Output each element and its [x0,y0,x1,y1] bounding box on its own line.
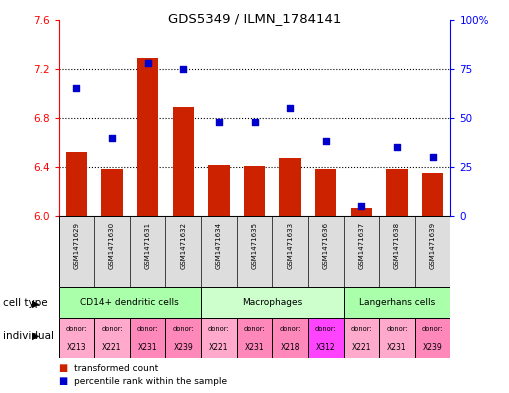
FancyBboxPatch shape [165,318,201,358]
Text: GSM1471629: GSM1471629 [73,222,79,269]
Text: GSM1471630: GSM1471630 [109,222,115,269]
Text: GSM1471637: GSM1471637 [358,222,364,269]
Text: GSM1471639: GSM1471639 [430,222,436,269]
Bar [244,166,265,216]
Text: X239: X239 [423,343,442,351]
Text: X231: X231 [138,343,157,351]
Point [72,85,80,92]
Text: X218: X218 [280,343,300,351]
Text: X213: X213 [67,343,86,351]
Text: donor:: donor: [66,326,87,332]
FancyBboxPatch shape [344,318,379,358]
Text: percentile rank within the sample: percentile rank within the sample [74,377,227,386]
Point [108,134,116,141]
Text: GSM1471634: GSM1471634 [216,222,222,269]
Text: X312: X312 [316,343,335,351]
Text: donor:: donor: [351,326,372,332]
Text: donor:: donor: [279,326,301,332]
Point [179,66,187,72]
Text: GSM1471636: GSM1471636 [323,222,329,269]
Bar [66,152,87,216]
Bar [208,165,230,216]
Text: Langerhans cells: Langerhans cells [359,298,435,307]
FancyBboxPatch shape [130,318,165,358]
FancyBboxPatch shape [344,287,450,318]
Point [215,119,223,125]
Point [393,144,401,151]
Point [144,60,152,66]
FancyBboxPatch shape [59,318,94,358]
Text: donor:: donor: [208,326,230,332]
Text: donor:: donor: [422,326,443,332]
Text: donor:: donor: [244,326,265,332]
FancyBboxPatch shape [94,318,130,358]
FancyBboxPatch shape [379,318,415,358]
Bar [173,107,194,216]
Text: GSM1471638: GSM1471638 [394,222,400,269]
Text: ■: ■ [59,363,68,373]
Bar [279,158,301,216]
FancyBboxPatch shape [201,287,344,318]
Bar [386,169,408,216]
Text: donor:: donor: [315,326,336,332]
Text: donor:: donor: [101,326,123,332]
Text: X221: X221 [102,343,122,351]
Point [357,203,365,209]
Text: ▶: ▶ [32,298,39,309]
Point [250,119,259,125]
Text: GDS5349 / ILMN_1784141: GDS5349 / ILMN_1784141 [168,12,341,25]
Text: X221: X221 [209,343,229,351]
FancyBboxPatch shape [59,216,450,287]
Text: ▶: ▶ [32,331,39,341]
Bar [351,208,372,216]
Bar [101,169,123,216]
Text: donor:: donor: [386,326,408,332]
Bar [137,58,158,216]
FancyBboxPatch shape [59,287,201,318]
Text: transformed count: transformed count [74,364,158,373]
Text: donor:: donor: [137,326,158,332]
Text: individual: individual [3,331,53,341]
Text: GSM1471632: GSM1471632 [180,222,186,269]
Text: GSM1471635: GSM1471635 [251,222,258,269]
Bar [315,169,336,216]
Text: cell type: cell type [3,298,47,309]
Text: X231: X231 [387,343,407,351]
Text: GSM1471631: GSM1471631 [145,222,151,269]
FancyBboxPatch shape [415,318,450,358]
FancyBboxPatch shape [237,318,272,358]
FancyBboxPatch shape [201,318,237,358]
Text: CD14+ dendritic cells: CD14+ dendritic cells [80,298,179,307]
Text: Macrophages: Macrophages [242,298,302,307]
Text: GSM1471633: GSM1471633 [287,222,293,269]
Bar [422,173,443,216]
FancyBboxPatch shape [308,318,344,358]
Text: X221: X221 [352,343,371,351]
Point [429,154,437,160]
Text: donor:: donor: [173,326,194,332]
Point [286,105,294,111]
Text: ■: ■ [59,376,68,386]
Text: X231: X231 [245,343,264,351]
FancyBboxPatch shape [272,318,308,358]
Text: X239: X239 [174,343,193,351]
Point [322,138,330,145]
